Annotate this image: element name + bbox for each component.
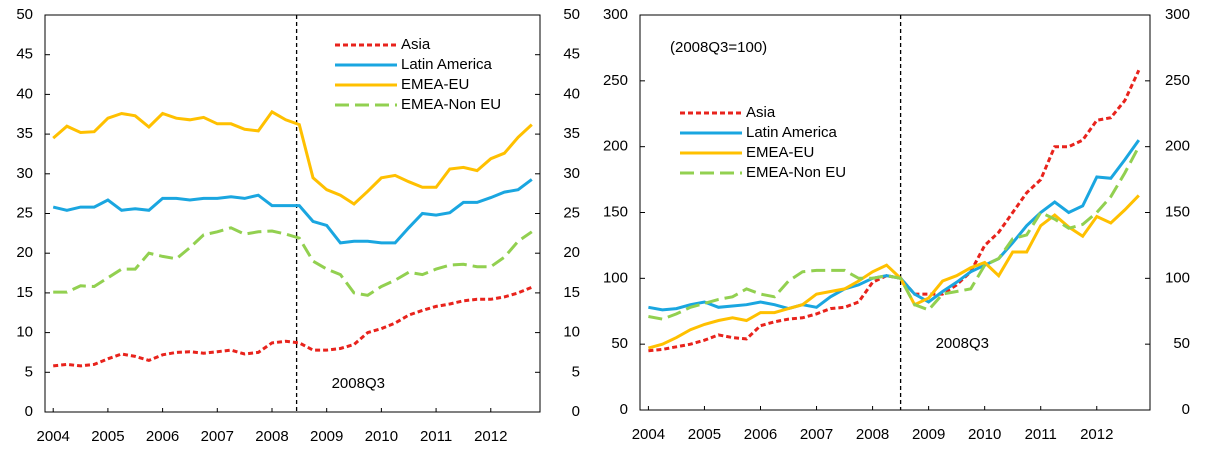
y-tick-label: 25 — [16, 204, 33, 221]
y2-tick-label: 5 — [572, 363, 580, 380]
x-tick-label: 2011 — [420, 428, 452, 445]
y2-tick-label: 50 — [1173, 335, 1190, 352]
event-label: 2008Q3 — [936, 335, 989, 352]
series-line — [52, 178, 533, 245]
x-tick-label: 2009 — [310, 428, 343, 445]
y2-tick-label: 100 — [1165, 269, 1190, 286]
y2-tick-label: 30 — [563, 165, 580, 182]
y2-tick-label: 0 — [1182, 401, 1190, 418]
event-label: 2008Q3 — [332, 375, 385, 392]
y-tick-label: 200 — [603, 138, 628, 155]
y-tick-label: 150 — [603, 203, 628, 220]
legend-label: Asia — [401, 36, 431, 53]
legend-label: EMEA-EU — [401, 76, 469, 93]
y-tick-label: 0 — [25, 403, 33, 420]
y2-tick-label: 20 — [563, 244, 580, 261]
x-tick-label: 2007 — [800, 426, 833, 443]
legend-label: EMEA-Non EU — [401, 96, 501, 113]
y2-tick-label: 45 — [563, 46, 580, 63]
x-tick-label: 2011 — [1025, 426, 1057, 443]
plot-frame — [639, 14, 1151, 411]
y-tick-label: 50 — [611, 335, 628, 352]
y-tick-label: 100 — [603, 269, 628, 286]
y-tick-label: 5 — [25, 363, 33, 380]
x-tick-label: 2004 — [632, 426, 665, 443]
x-tick-label: 2007 — [201, 428, 234, 445]
legend-label: EMEA-Non EU — [746, 164, 846, 181]
x-tick-label: 2006 — [146, 428, 179, 445]
legend-label: Asia — [746, 104, 776, 121]
y2-tick-label: 150 — [1165, 203, 1190, 220]
legend-label: Latin America — [401, 56, 493, 73]
x-tick-label: 2010 — [968, 426, 1001, 443]
y-tick-label: 40 — [16, 85, 33, 102]
x-tick-label: 2005 — [91, 428, 124, 445]
x-tick-label: 2012 — [474, 428, 507, 445]
y-tick-label: 10 — [16, 324, 33, 341]
x-tick-label: 2008 — [856, 426, 889, 443]
legend-label: Latin America — [746, 124, 838, 141]
y-tick-label: 45 — [16, 46, 33, 63]
y2-tick-label: 15 — [563, 284, 580, 301]
series-line — [52, 109, 533, 206]
y2-tick-label: 10 — [563, 324, 580, 341]
series-line — [648, 145, 1141, 321]
x-tick-label: 2006 — [744, 426, 777, 443]
x-tick-label: 2009 — [912, 426, 945, 443]
y-tick-label: 30 — [16, 165, 33, 182]
y2-tick-label: 250 — [1165, 72, 1190, 89]
x-tick-label: 2005 — [688, 426, 721, 443]
x-tick-label: 2010 — [365, 428, 398, 445]
x-tick-label: 2012 — [1080, 426, 1113, 443]
y2-tick-label: 300 — [1165, 6, 1190, 23]
x-tick-label: 2008 — [255, 428, 288, 445]
y-tick-label: 250 — [603, 72, 628, 89]
y2-tick-label: 35 — [563, 125, 580, 142]
y-tick-label: 50 — [16, 6, 33, 23]
y2-tick-label: 200 — [1165, 138, 1190, 155]
subtitle: (2008Q3=100) — [670, 39, 767, 56]
y2-tick-label: 0 — [572, 403, 580, 420]
series-line — [53, 226, 533, 297]
legend-label: EMEA-EU — [746, 144, 814, 161]
series-line — [647, 194, 1140, 350]
y-tick-label: 35 — [16, 125, 33, 142]
y-tick-label: 300 — [603, 6, 628, 23]
y-tick-label: 0 — [620, 401, 628, 418]
x-tick-label: 2004 — [37, 428, 70, 445]
series-line — [53, 285, 533, 368]
plot-frame — [44, 14, 541, 413]
y2-tick-label: 50 — [563, 6, 580, 23]
y2-tick-label: 25 — [563, 204, 580, 221]
y-tick-label: 20 — [16, 244, 33, 261]
y-tick-label: 15 — [16, 284, 33, 301]
y2-tick-label: 40 — [563, 85, 580, 102]
